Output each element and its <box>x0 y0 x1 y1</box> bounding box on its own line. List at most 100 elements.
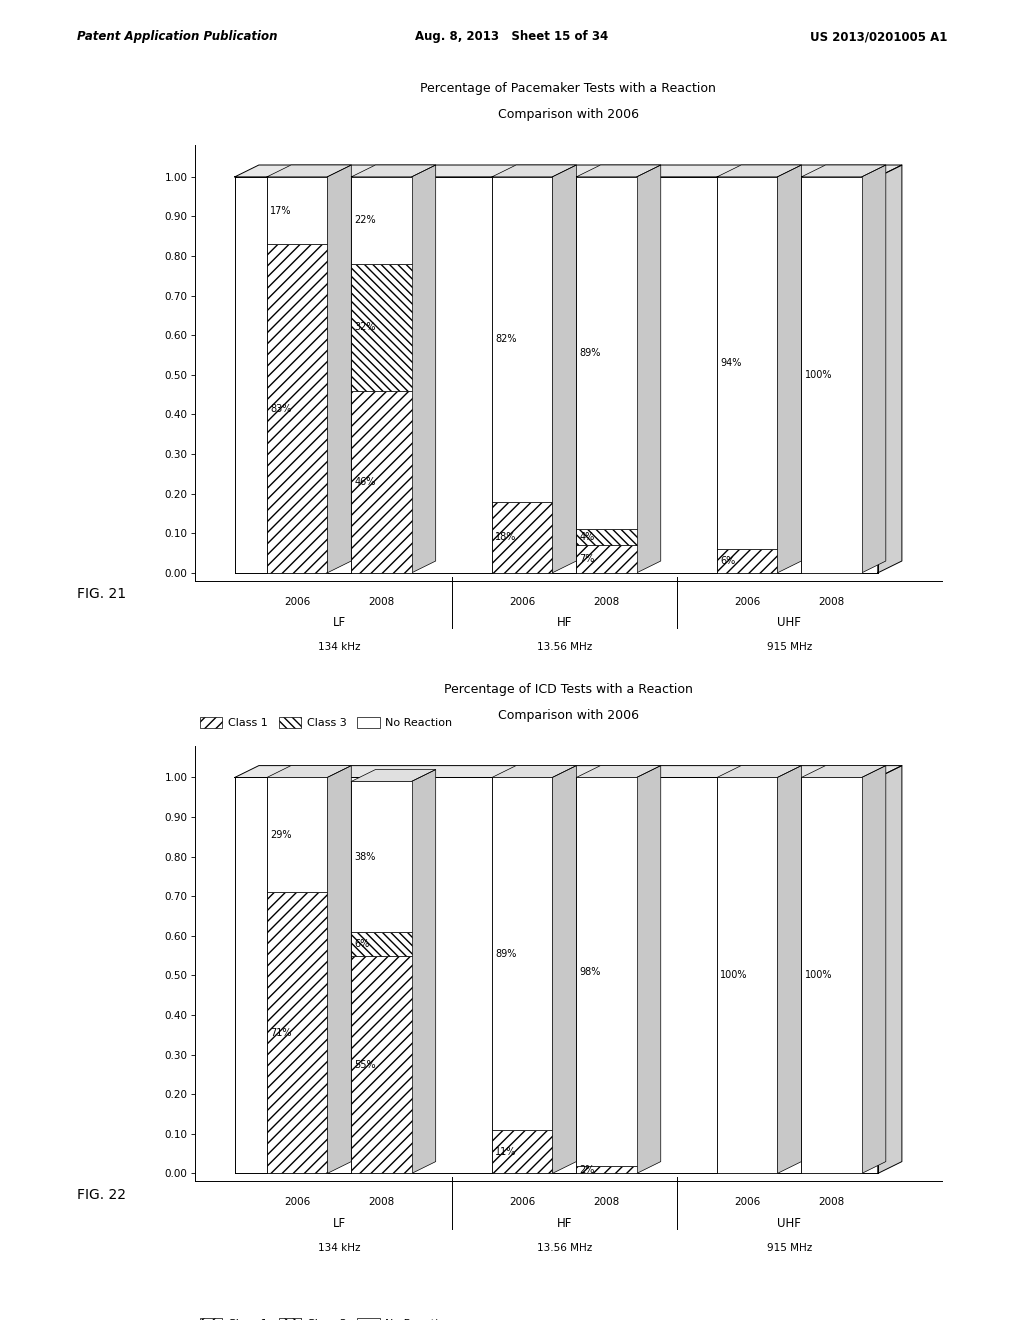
Text: FIG. 21: FIG. 21 <box>77 587 126 602</box>
Text: 6%: 6% <box>720 556 735 566</box>
Text: Comparison with 2006: Comparison with 2006 <box>498 108 639 121</box>
Polygon shape <box>717 177 777 549</box>
Text: Percentage of ICD Tests with a Reaction: Percentage of ICD Tests with a Reaction <box>443 682 693 696</box>
Text: 11%: 11% <box>496 1147 516 1156</box>
Text: 89%: 89% <box>496 949 516 958</box>
Polygon shape <box>577 165 660 177</box>
Text: 2006: 2006 <box>734 597 760 607</box>
Text: 915 MHz: 915 MHz <box>767 643 812 652</box>
Text: 6%: 6% <box>354 939 370 949</box>
Text: 134 kHz: 134 kHz <box>318 1243 360 1253</box>
Polygon shape <box>267 766 351 777</box>
Text: 22%: 22% <box>354 215 376 226</box>
Text: 2006: 2006 <box>284 597 310 607</box>
Text: 83%: 83% <box>270 404 292 413</box>
Polygon shape <box>267 177 328 244</box>
Polygon shape <box>234 165 902 177</box>
Polygon shape <box>412 165 435 573</box>
Polygon shape <box>351 264 412 391</box>
Polygon shape <box>577 177 637 529</box>
Text: Comparison with 2006: Comparison with 2006 <box>498 709 639 722</box>
Polygon shape <box>267 777 328 892</box>
Text: HF: HF <box>557 616 572 630</box>
Polygon shape <box>802 165 886 177</box>
Polygon shape <box>552 165 577 573</box>
Polygon shape <box>637 766 660 1173</box>
Text: 100%: 100% <box>805 970 833 981</box>
Text: 2008: 2008 <box>818 1197 845 1208</box>
Polygon shape <box>577 529 637 545</box>
Text: 100%: 100% <box>805 370 833 380</box>
Text: HF: HF <box>557 1217 572 1230</box>
Text: 46%: 46% <box>354 477 376 487</box>
Text: 4%: 4% <box>580 532 595 543</box>
Text: Patent Application Publication: Patent Application Publication <box>77 30 278 44</box>
Text: LF: LF <box>333 616 346 630</box>
Text: 2008: 2008 <box>369 597 394 607</box>
Polygon shape <box>577 777 637 1166</box>
Polygon shape <box>328 165 351 573</box>
Polygon shape <box>492 502 552 573</box>
Polygon shape <box>351 781 412 932</box>
Text: 7%: 7% <box>580 554 595 564</box>
Polygon shape <box>862 165 886 573</box>
Text: 71%: 71% <box>270 1028 292 1038</box>
Text: 89%: 89% <box>580 348 601 358</box>
Text: Percentage of Pacemaker Tests with a Reaction: Percentage of Pacemaker Tests with a Rea… <box>421 82 716 95</box>
Text: 2%: 2% <box>580 1164 595 1175</box>
Polygon shape <box>637 165 660 573</box>
Polygon shape <box>328 766 351 1173</box>
Text: US 2013/0201005 A1: US 2013/0201005 A1 <box>810 30 947 44</box>
Polygon shape <box>878 165 902 573</box>
Text: 100%: 100% <box>720 970 748 981</box>
Polygon shape <box>717 766 802 777</box>
Text: 55%: 55% <box>354 1060 376 1069</box>
Text: 13.56 MHz: 13.56 MHz <box>537 1243 592 1253</box>
Polygon shape <box>492 766 577 777</box>
Text: 98%: 98% <box>580 966 601 977</box>
Text: 13.56 MHz: 13.56 MHz <box>537 643 592 652</box>
Text: Aug. 8, 2013   Sheet 15 of 34: Aug. 8, 2013 Sheet 15 of 34 <box>416 30 608 44</box>
Text: 915 MHz: 915 MHz <box>767 1243 812 1253</box>
Polygon shape <box>351 391 412 573</box>
Polygon shape <box>552 766 577 1173</box>
Text: 94%: 94% <box>720 358 741 368</box>
Text: UHF: UHF <box>777 1217 802 1230</box>
Text: 2008: 2008 <box>818 597 845 607</box>
Legend: Class 1, Class 3, No Reaction: Class 1, Class 3, No Reaction <box>200 717 453 729</box>
Polygon shape <box>802 766 886 777</box>
Text: 18%: 18% <box>496 532 516 543</box>
Text: 2008: 2008 <box>593 597 620 607</box>
Text: LF: LF <box>333 1217 346 1230</box>
Polygon shape <box>717 777 777 1173</box>
Text: 32%: 32% <box>354 322 376 333</box>
Text: 29%: 29% <box>270 830 292 840</box>
Polygon shape <box>862 766 886 1173</box>
Polygon shape <box>351 177 412 264</box>
Polygon shape <box>802 777 862 1173</box>
Polygon shape <box>492 165 577 177</box>
Polygon shape <box>577 1166 637 1173</box>
Polygon shape <box>492 777 552 1130</box>
Polygon shape <box>351 932 412 956</box>
Text: 38%: 38% <box>354 851 376 862</box>
Polygon shape <box>777 766 802 1173</box>
Polygon shape <box>267 165 351 177</box>
Text: 17%: 17% <box>270 206 292 215</box>
Polygon shape <box>492 177 552 502</box>
Polygon shape <box>412 770 435 1173</box>
Text: 134 kHz: 134 kHz <box>318 643 360 652</box>
Polygon shape <box>577 766 660 777</box>
Polygon shape <box>351 165 435 177</box>
Polygon shape <box>492 1130 552 1173</box>
Polygon shape <box>234 766 902 777</box>
Text: 2006: 2006 <box>734 1197 760 1208</box>
Legend: Class 1, Class 3, No Reaction: Class 1, Class 3, No Reaction <box>200 1317 453 1320</box>
Text: 2006: 2006 <box>509 597 536 607</box>
Text: 2006: 2006 <box>284 1197 310 1208</box>
Text: FIG. 22: FIG. 22 <box>77 1188 126 1203</box>
Text: UHF: UHF <box>777 616 802 630</box>
Polygon shape <box>777 165 802 573</box>
Text: 2008: 2008 <box>369 1197 394 1208</box>
Polygon shape <box>802 177 862 573</box>
